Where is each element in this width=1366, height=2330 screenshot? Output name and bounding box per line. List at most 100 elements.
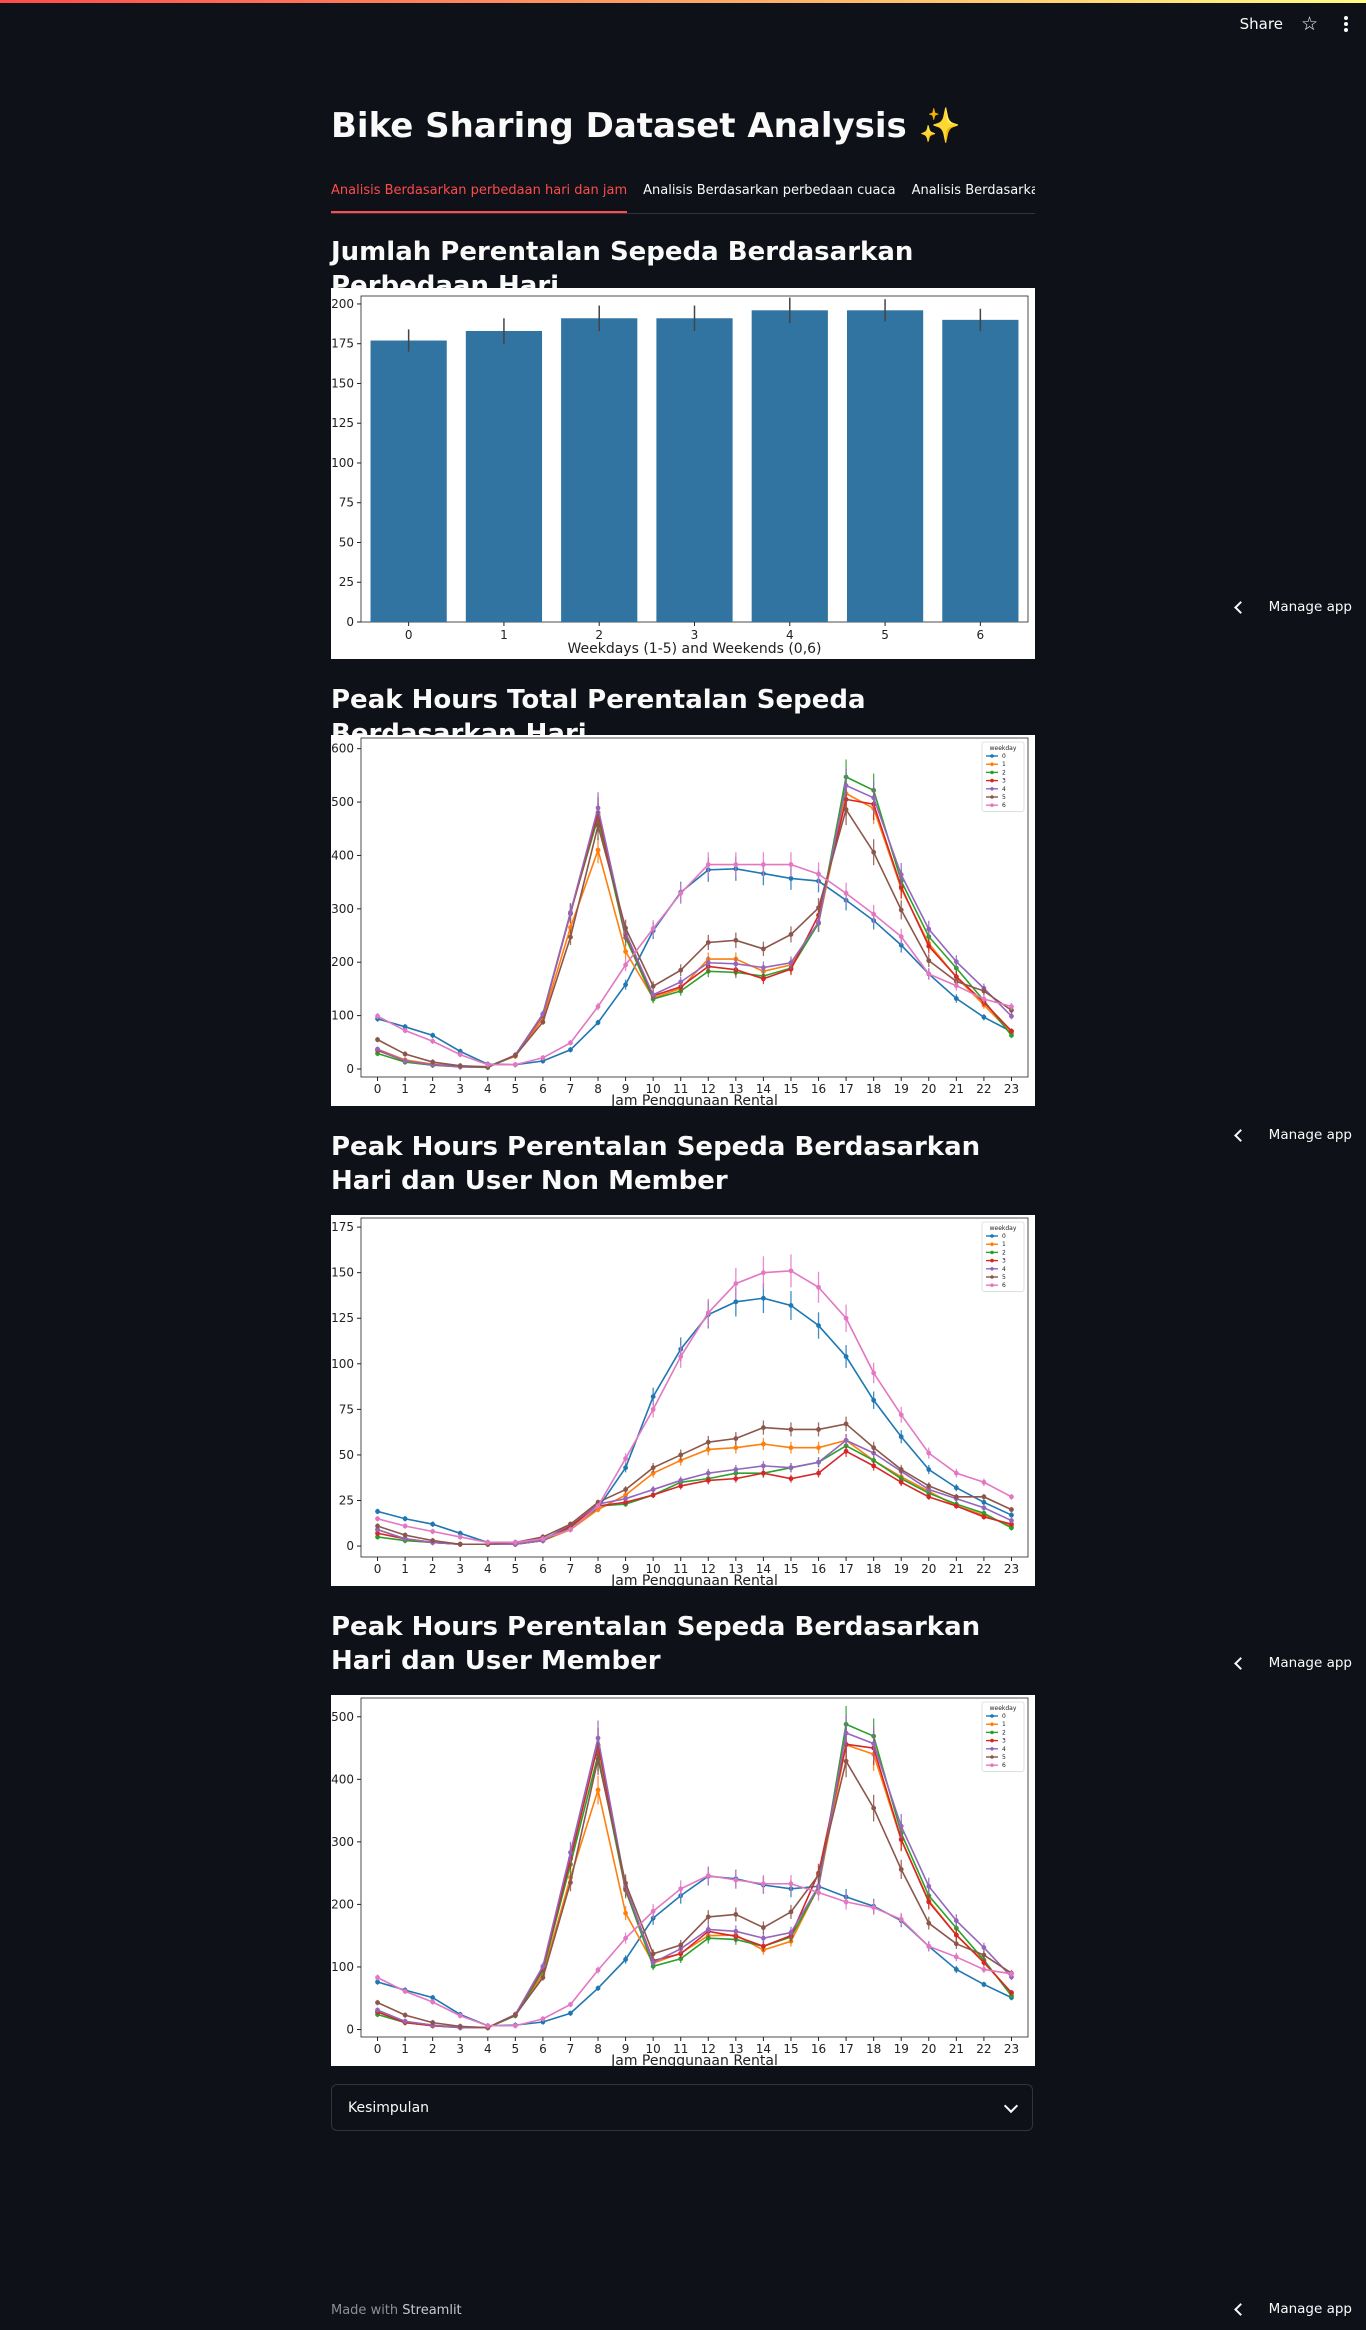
data-point [788, 1445, 794, 1451]
data-point [595, 1004, 601, 1009]
data-point [816, 1459, 821, 1465]
data-point [926, 1899, 932, 1905]
legend-label: 5 [1002, 794, 1006, 801]
data-point [898, 1412, 904, 1418]
x-tick-label: 18 [866, 1082, 881, 1096]
data-point [733, 1476, 739, 1482]
data-point [733, 1912, 739, 1917]
data-point [981, 996, 987, 1002]
data-point [898, 884, 904, 890]
data-point [595, 1967, 601, 1973]
footer-brand-link[interactable]: Streamlit [402, 2303, 462, 2318]
data-point [871, 911, 877, 917]
data-point [375, 1534, 380, 1540]
x-tick-label: 9 [622, 1082, 630, 1096]
data-point [788, 1303, 794, 1308]
x-tick-label: 6 [539, 1562, 547, 1576]
x-tick-label: 21 [949, 1082, 964, 1096]
legend-marker [990, 1275, 994, 1279]
manage-app-button[interactable]: Manage app [1233, 1651, 1352, 1675]
data-point [871, 1741, 877, 1747]
data-point [623, 1880, 628, 1886]
data-point [595, 823, 601, 828]
data-point [512, 1062, 518, 1068]
x-tick-label: 9 [622, 2042, 630, 2056]
legend-title: weekday [990, 745, 1017, 752]
x-tick-label: 13 [728, 1082, 743, 1096]
tab-cuaca[interactable]: Analisis Berdasarkan perbedaan cuaca [643, 183, 896, 198]
data-point [678, 890, 684, 896]
data-point [623, 1935, 628, 1941]
y-tick-label: 300 [331, 1835, 354, 1849]
series-line-6 [377, 863, 1012, 1066]
data-point [871, 1463, 877, 1469]
y-tick-label: 600 [331, 742, 354, 756]
legend-label: 2 [1002, 1249, 1006, 1256]
x-tick-label: 5 [512, 2042, 520, 2056]
data-point [1009, 1525, 1014, 1531]
legend-label: 3 [1002, 1258, 1006, 1265]
data-point [761, 1925, 766, 1930]
y-tick-label: 150 [331, 1266, 354, 1280]
manage-app-button[interactable]: Manage app [1233, 595, 1352, 619]
data-point [705, 1310, 711, 1316]
data-point [733, 1445, 739, 1451]
legend-marker [990, 1714, 994, 1718]
data-point [898, 872, 904, 878]
x-tick-label: 2 [429, 2042, 437, 2056]
x-axis-label: Jam Penggunaan Rental [610, 2053, 778, 2066]
legend-label: 3 [1002, 1738, 1006, 1745]
data-point [926, 1883, 932, 1889]
x-tick-label: 4 [484, 1562, 492, 1576]
x-tick-label: 4 [484, 1082, 492, 1096]
share-button[interactable]: Share [1239, 15, 1283, 33]
data-point [898, 934, 904, 939]
manage-app-button[interactable]: Manage app [1233, 1123, 1352, 1147]
footer-prefix: Made with [331, 2303, 399, 2318]
data-point [623, 1456, 628, 1461]
more-options-icon[interactable] [1336, 14, 1356, 34]
data-point [843, 1315, 849, 1321]
data-point [1009, 1990, 1014, 1995]
kesimpulan-expander[interactable]: Kesimpulan [331, 2084, 1033, 2131]
data-point [761, 862, 766, 867]
data-point [650, 983, 656, 989]
data-point [375, 1975, 380, 1980]
legend-box [981, 1221, 1025, 1292]
data-point [788, 966, 794, 972]
chevron-down-icon [1003, 2098, 1019, 2113]
x-axis-label: Jam Penggunaan Rental [610, 1573, 778, 1586]
data-point [402, 1532, 408, 1538]
data-point [953, 1470, 959, 1476]
x-tick-label: 15 [783, 2042, 798, 2056]
legend-box [981, 741, 1025, 812]
data-point [733, 862, 739, 867]
data-point [1009, 1494, 1014, 1500]
data-point [761, 1935, 766, 1941]
legend-marker [990, 770, 994, 775]
data-point [816, 1890, 821, 1895]
series-line-4 [377, 1731, 1013, 2029]
x-tick-label: 15 [783, 1082, 798, 1096]
legend-label: 4 [1002, 1266, 1006, 1273]
series-line-3 [377, 798, 1013, 1068]
peak-registered-line-chart: 0 100 200 300 400 500 0 1 2 3 4 5 6 7 8 9 10 11 12 13 14 15 16… [331, 1695, 1035, 2066]
x-tick-label: 4 [786, 628, 794, 642]
x-tick-label: 8 [594, 2042, 602, 2056]
data-point [953, 1485, 959, 1491]
x-tick-label: 9 [622, 1562, 630, 1576]
data-point [623, 1910, 628, 1916]
footer: Made with Streamlit [331, 2303, 462, 2318]
star-icon[interactable]: ☆ [1300, 12, 1318, 35]
chevron-left-icon [1233, 600, 1247, 614]
x-tick-label: 10 [646, 1562, 661, 1576]
tab-hari-jam[interactable]: Analisis Berdasarkan perbedaan hari dan … [331, 180, 627, 213]
legend-label: 5 [1002, 1274, 1006, 1281]
data-point [705, 960, 711, 966]
data-point [816, 1427, 821, 1432]
manage-app-button[interactable]: Manage app [1233, 2297, 1352, 2321]
data-point [650, 1470, 656, 1476]
data-point [512, 2012, 518, 2018]
tab-musim[interactable]: Analisis Berdasarkan perbedaan musim [911, 183, 1035, 198]
